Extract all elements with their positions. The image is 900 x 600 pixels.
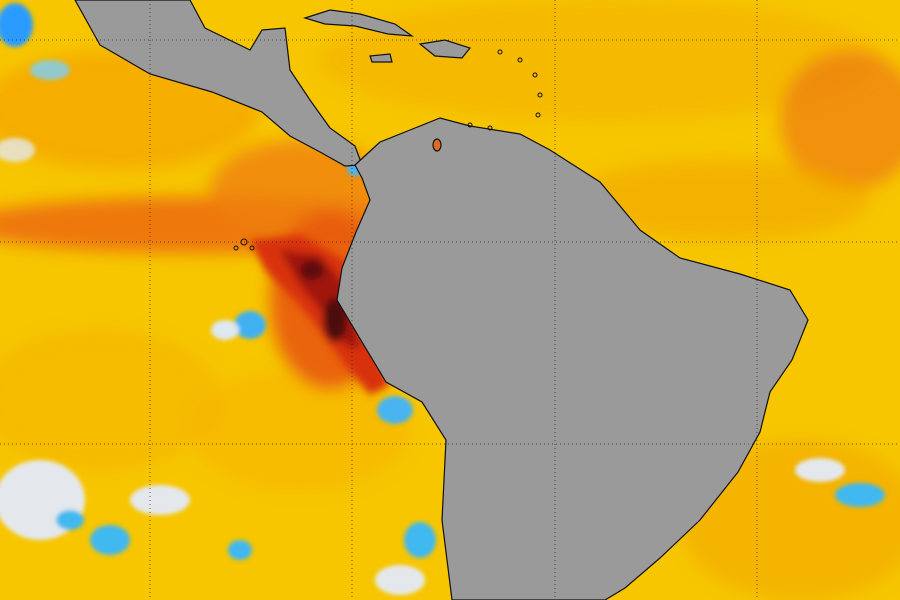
land: [74, 0, 809, 600]
cool-patches: [0, 3, 885, 595]
central-america: [74, 0, 363, 167]
cuba: [302, 9, 415, 37]
south-america: [336, 117, 809, 600]
hispaniola: [418, 39, 472, 59]
island: [432, 138, 442, 152]
small-islands: [233, 49, 543, 251]
peru-anomaly: [250, 235, 390, 395]
jamaica: [369, 53, 393, 63]
